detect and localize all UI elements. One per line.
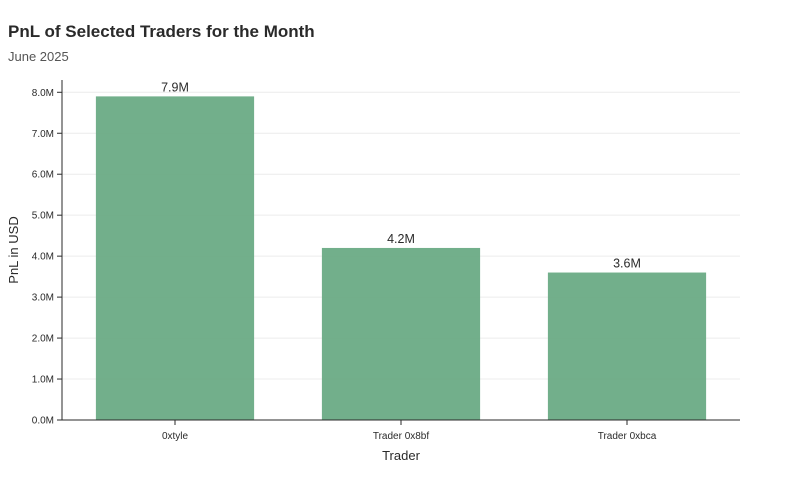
bar: [95, 96, 255, 420]
y-tick-label: 7.0M: [32, 129, 54, 140]
y-tick-label: 0.0M: [32, 416, 54, 427]
x-tick-label: 0xtyle: [162, 431, 189, 442]
x-ticks: 0xtyle Trader 0x8bf Trader 0xbca: [162, 420, 657, 442]
y-tick-label: 5.0M: [32, 211, 54, 222]
bar: [321, 247, 481, 420]
y-axis-title: PnL in USD: [6, 216, 21, 283]
bar-value-label: 4.2M: [387, 232, 415, 246]
data-labels: 7.9M 4.2M 3.6M: [161, 80, 641, 270]
bar-value-label: 3.6M: [613, 257, 641, 271]
y-tick-label: 1.0M: [32, 375, 54, 386]
chart-title: PnL of Selected Traders for the Month: [8, 22, 315, 41]
y-tick-label: 6.0M: [32, 170, 54, 181]
bar-value-label: 7.9M: [161, 80, 189, 94]
x-tick-label: Trader 0xbca: [598, 431, 657, 442]
y-tick-label: 3.0M: [32, 293, 54, 304]
x-axis-title: Trader: [382, 448, 420, 463]
bar: [547, 272, 707, 420]
bars: [95, 96, 707, 420]
y-tick-label: 8.0M: [32, 88, 54, 99]
y-ticks: 0.0M 1.0M 2.0M 3.0M 4.0M 5.0M 6.0M 7.0M 8.0M: [32, 88, 62, 427]
x-tick-label: Trader 0x8bf: [373, 431, 430, 442]
y-tick-label: 4.0M: [32, 252, 54, 263]
y-tick-label: 2.0M: [32, 334, 54, 345]
chart-subtitle: June 2025: [8, 49, 69, 64]
